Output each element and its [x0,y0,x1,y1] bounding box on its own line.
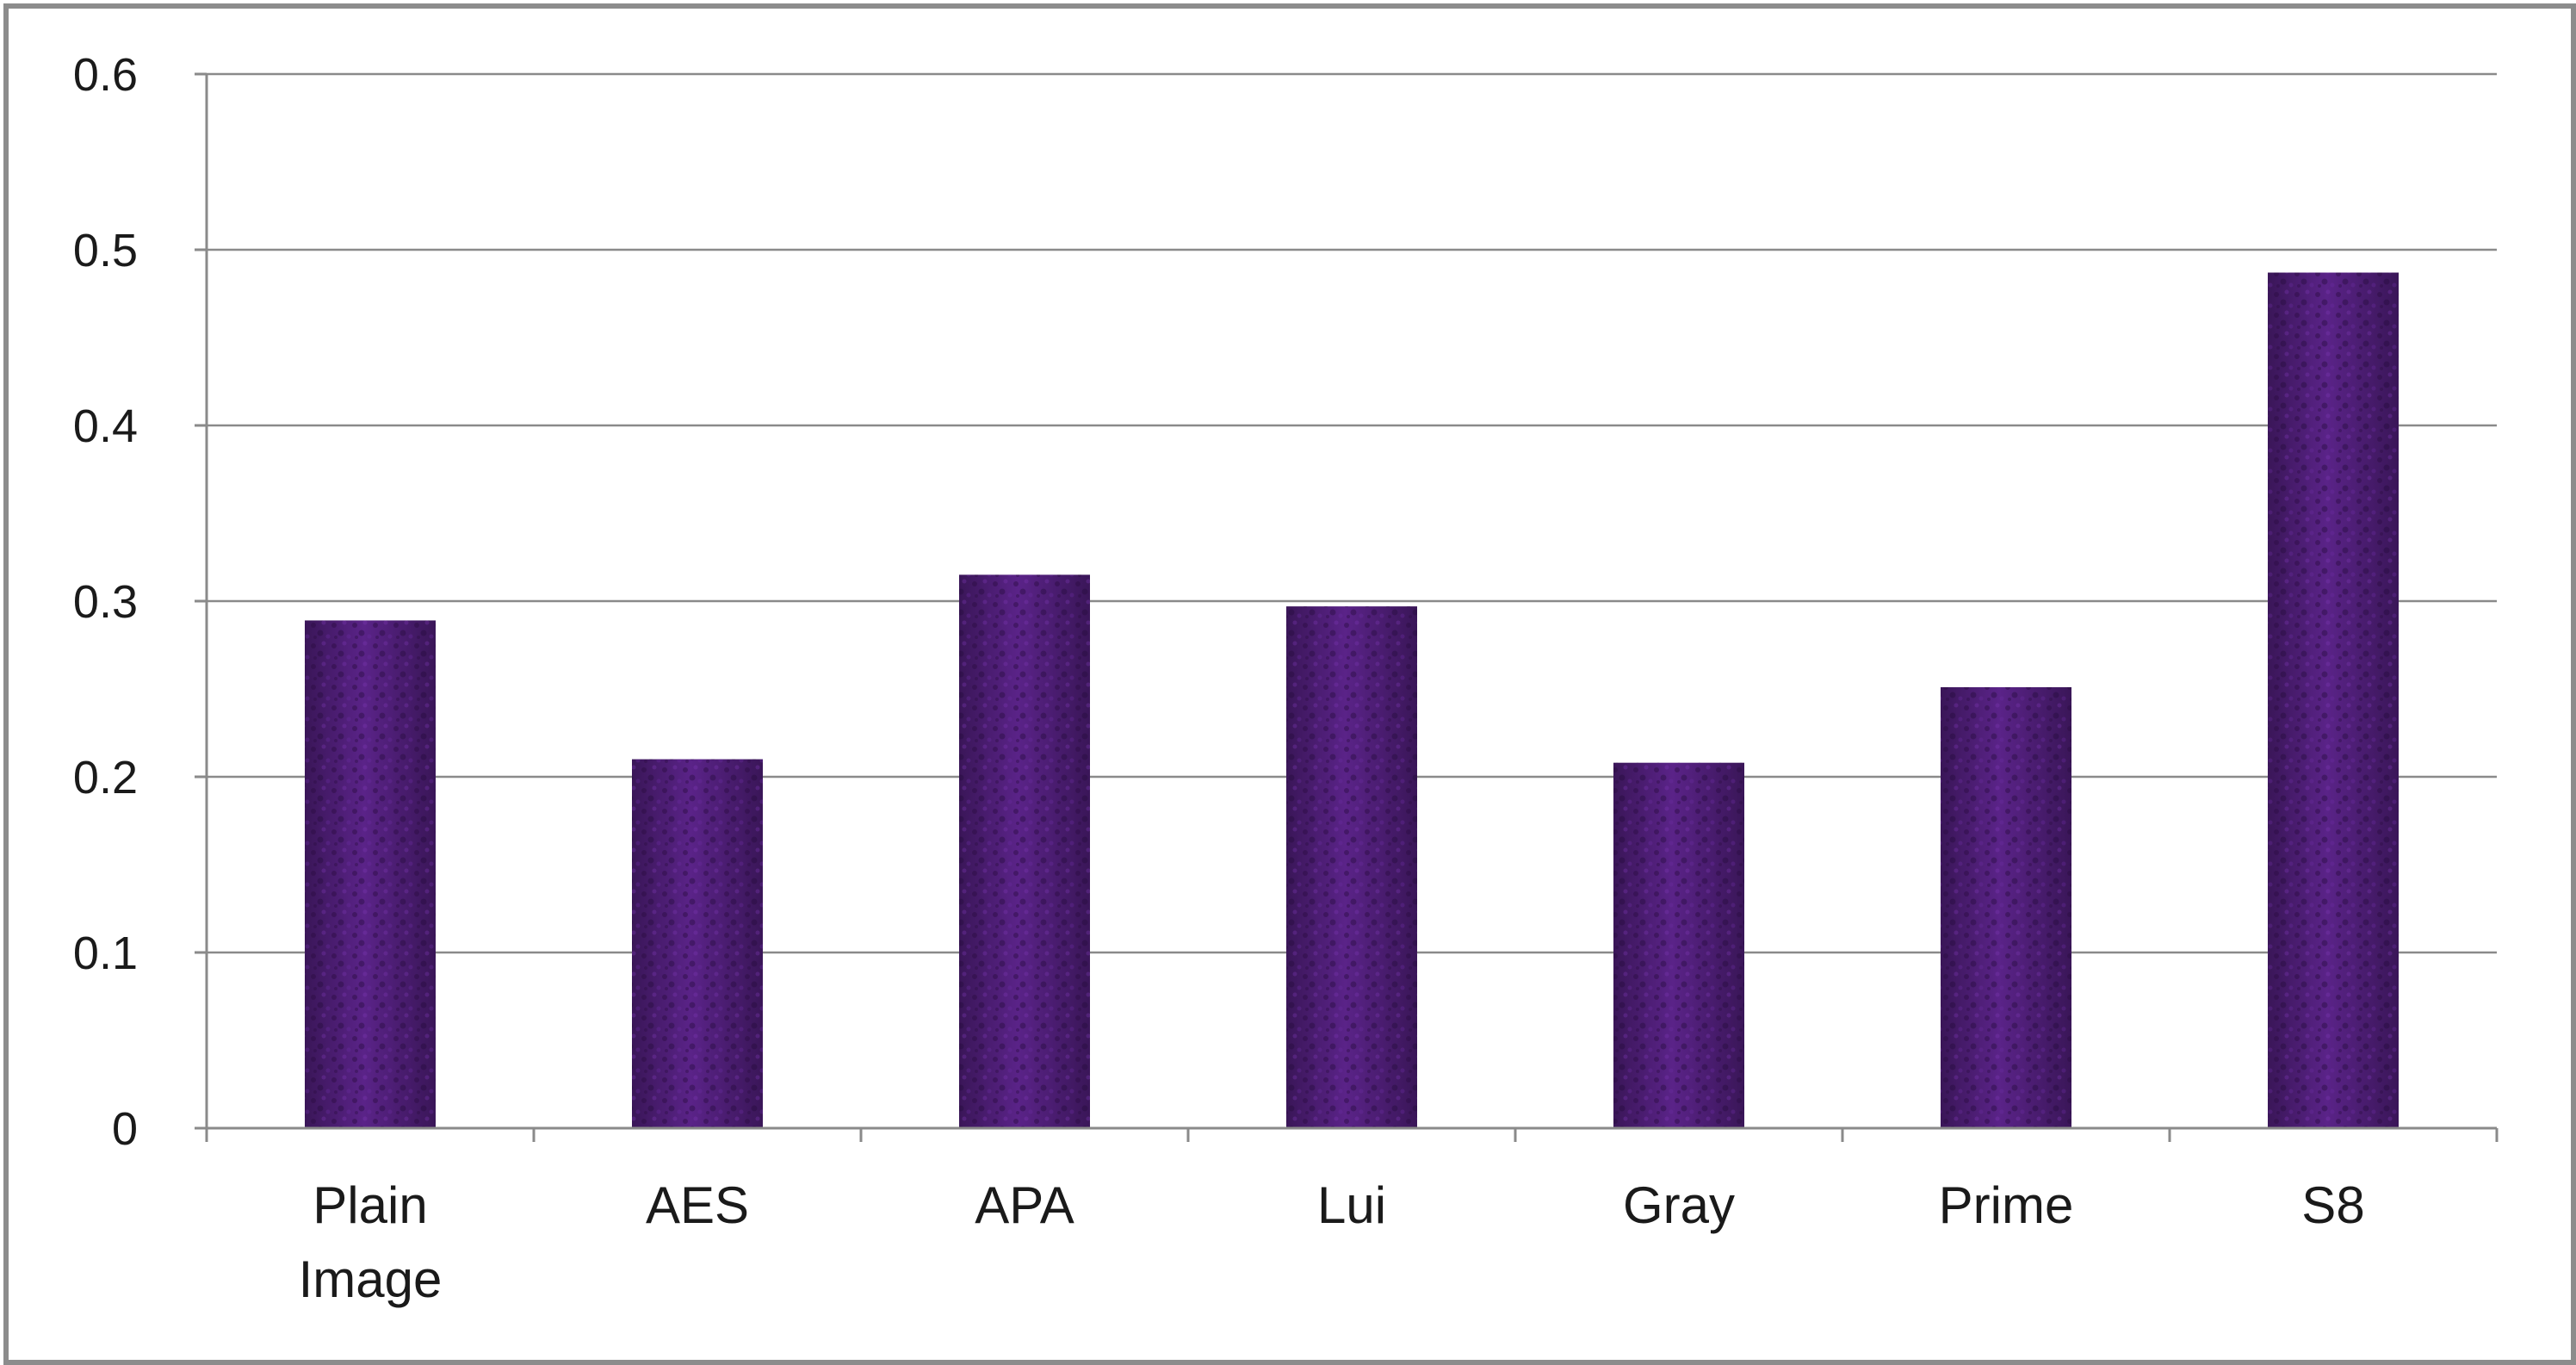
x-category-label-2: APA [975,1176,1074,1234]
x-category-label-0: Plain Image [299,1176,443,1308]
bar-texture [1286,606,1417,1128]
labels: 0 0.1 0.2 0.3 0.4 0.5 0.6 Plain Image AES APA Lui Gr… [73,49,2365,1308]
x-category-label-5: Prime [1939,1176,2074,1234]
bar-aes [632,759,763,1128]
bar-gray [1613,762,1744,1128]
x-category-label-1: AES [646,1176,749,1234]
bar-lui [1286,606,1417,1128]
bar-texture [305,620,436,1128]
bar-texture [632,759,763,1128]
y-tick-label-2: 0.2 [73,752,138,803]
x-category-label-6: S8 [2301,1176,2364,1234]
axes [195,72,2499,1142]
x-category-label-4: Gray [1623,1176,1735,1234]
bar-texture [1613,762,1744,1128]
bar-apa [959,574,1090,1128]
bar-plain-image [305,620,436,1128]
bar-texture [2268,272,2399,1128]
bar-texture [1941,686,2071,1128]
x-category-label-3: Lui [1317,1176,1386,1234]
bar-texture [959,574,1090,1128]
y-tick-label-1: 0.1 [73,928,138,979]
gridlines [207,72,2497,954]
y-tick-label-4: 0.4 [73,400,138,452]
y-tick-label-0: 0 [112,1103,138,1155]
bars [305,272,2399,1128]
y-tick-label-5: 0.5 [73,225,138,276]
y-tick-label-6: 0.6 [73,49,138,101]
y-tick-label-3: 0.3 [73,576,138,628]
bar-s8 [2268,272,2399,1128]
bar-prime [1941,686,2071,1128]
